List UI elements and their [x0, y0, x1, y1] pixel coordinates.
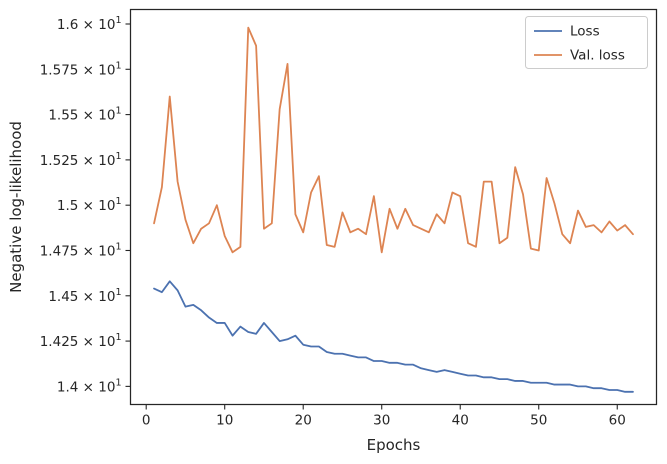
y-tick-label: 1.575 × 101: [40, 60, 122, 78]
y-axis-label: Negative log-likelihood: [7, 121, 25, 293]
x-tick-label: 50: [530, 413, 547, 429]
y-tick-label: 1.6 × 101: [57, 15, 122, 33]
legend-label-loss: Loss: [570, 24, 600, 40]
x-tick-label: 60: [609, 413, 626, 429]
y-tick-label: 1.45 × 101: [48, 287, 121, 305]
x-tick-label: 10: [216, 413, 233, 429]
legend: Loss Val. loss: [525, 16, 648, 69]
x-tick-label: 0: [142, 413, 151, 429]
y-tick-label: 1.55 × 101: [48, 106, 121, 124]
x-tick-label: 30: [373, 413, 390, 429]
x-tick-label: 20: [295, 413, 312, 429]
x-axis-label: Epochs: [367, 436, 421, 454]
y-tick-label: 1.475 × 101: [40, 241, 122, 259]
x-tick-label: 40: [452, 413, 469, 429]
y-tick-label: 1.4 × 101: [57, 377, 122, 395]
y-axis-ticks: 1.4 × 101 1.425 × 101 1.45 × 101 1.475 × 10…: [40, 15, 131, 395]
series-line-loss: [153, 280, 634, 393]
x-axis-ticks: 0 10 20 30 40 50 60: [142, 404, 626, 429]
y-tick-label: 1.525 × 101: [40, 151, 122, 169]
series-layer: [153, 26, 634, 393]
y-tick-label: 1.5 × 101: [57, 196, 122, 214]
legend-label-val-loss: Val. loss: [570, 48, 625, 64]
y-tick-label: 1.425 × 101: [40, 332, 122, 350]
series-line-val-loss: [153, 26, 634, 254]
